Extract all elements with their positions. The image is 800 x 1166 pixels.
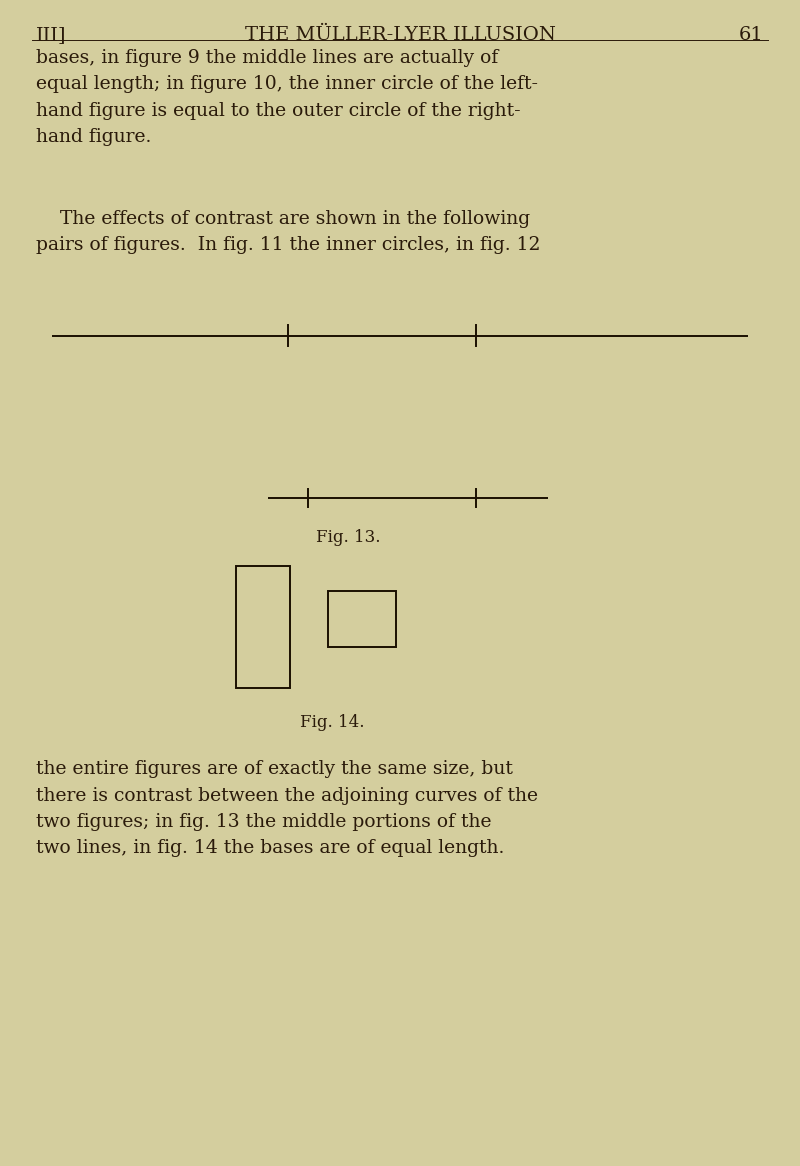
Bar xyxy=(328,591,396,647)
Bar xyxy=(236,566,290,688)
Text: 61: 61 xyxy=(739,26,764,43)
Text: III]: III] xyxy=(36,26,66,43)
Text: Fig. 13.: Fig. 13. xyxy=(316,529,380,547)
Text: the entire figures are of exactly the same size, but
there is contrast between t: the entire figures are of exactly the sa… xyxy=(36,760,538,857)
Text: bases, in figure 9 the middle lines are actually of
equal length; in figure 10, : bases, in figure 9 the middle lines are … xyxy=(36,49,538,146)
Text: THE MÜLLER-LYER ILLUSION: THE MÜLLER-LYER ILLUSION xyxy=(245,26,555,43)
Text: Fig. 14.: Fig. 14. xyxy=(300,714,364,731)
Text: The effects of contrast are shown in the following
pairs of figures.  In fig. 11: The effects of contrast are shown in the… xyxy=(36,210,541,254)
